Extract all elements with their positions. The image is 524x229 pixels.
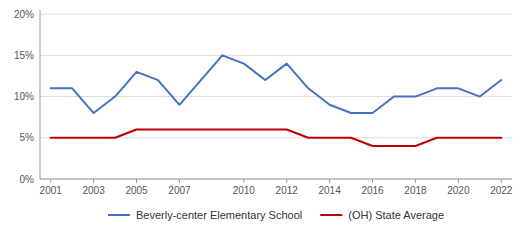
- y-tick-label: 20%: [14, 9, 34, 20]
- grid-line: [40, 14, 512, 15]
- x-tick-label: 2018: [404, 185, 427, 196]
- legend-swatch: [108, 214, 130, 216]
- x-tick-label: 2007: [168, 185, 191, 196]
- x-tick: [415, 179, 416, 183]
- x-tick: [372, 179, 373, 183]
- x-tick-label: 2022: [490, 185, 513, 196]
- x-tick: [136, 179, 137, 183]
- x-tick-label: 2001: [40, 185, 63, 196]
- legend-swatch: [320, 214, 342, 216]
- x-tick-label: 2005: [125, 185, 148, 196]
- grid-line: [40, 55, 512, 56]
- x-tick-label: 2016: [361, 185, 384, 196]
- x-tick: [501, 179, 502, 183]
- series-line: [51, 130, 502, 146]
- x-tick: [458, 179, 459, 183]
- x-tick-label: 2010: [233, 185, 256, 196]
- x-axis-line: [40, 179, 512, 180]
- x-tick: [286, 179, 287, 183]
- x-tick: [93, 179, 94, 183]
- x-tick-label: 2003: [83, 185, 106, 196]
- y-axis-line: [40, 10, 41, 179]
- grid-line: [40, 179, 512, 180]
- y-tick-label: 0%: [20, 174, 35, 185]
- legend-label: Beverly-center Elementary School: [136, 209, 302, 221]
- x-tick: [329, 179, 330, 183]
- series-line: [51, 55, 502, 113]
- legend-item: Beverly-center Elementary School: [108, 209, 302, 221]
- legend: Beverly-center Elementary School (OH) Sta…: [108, 209, 444, 221]
- x-tick: [179, 179, 180, 183]
- y-tick-label: 15%: [14, 50, 34, 61]
- grid: [40, 14, 512, 179]
- x-tick-label: 2012: [276, 185, 299, 196]
- legend-item: (OH) State Average: [320, 209, 444, 221]
- chart: 0% 5% 10% 15% 20% 2001 2003 2005 2007 2010 2012 201…: [0, 0, 524, 229]
- x-tick: [243, 179, 244, 183]
- legend-label: (OH) State Average: [348, 209, 444, 221]
- x-tick: [50, 179, 51, 183]
- y-tick-label: 10%: [14, 91, 34, 102]
- x-tick-label: 2014: [319, 185, 342, 196]
- x-tick-label: 2020: [447, 185, 470, 196]
- grid-line: [40, 96, 512, 97]
- y-tick-label: 5%: [20, 132, 35, 143]
- plot-area: [51, 55, 502, 146]
